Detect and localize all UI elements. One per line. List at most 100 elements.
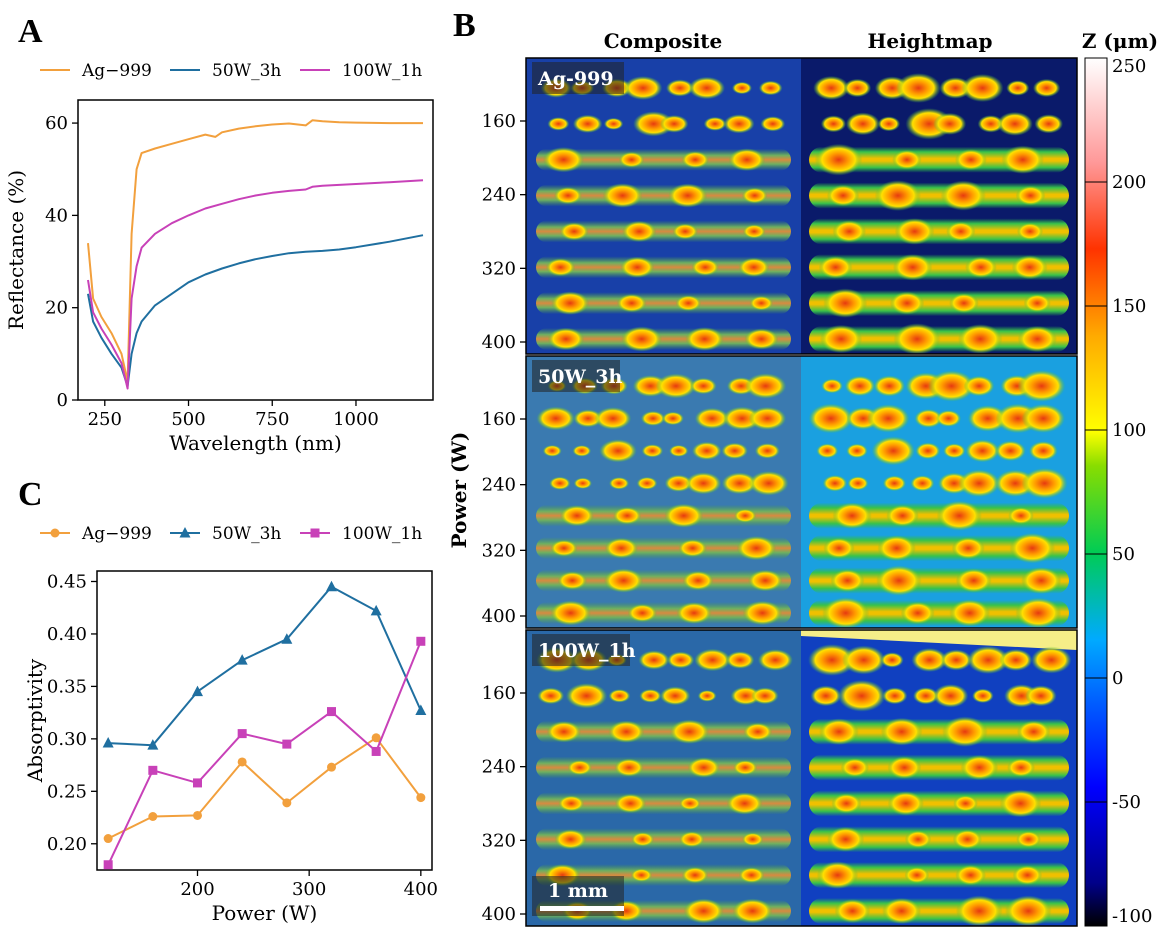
melt-bead — [694, 648, 731, 672]
melt-bead — [608, 720, 645, 743]
melt-bead — [936, 500, 982, 531]
melt-bead — [734, 508, 757, 523]
melt-bead — [542, 444, 562, 457]
melt-bead — [816, 443, 839, 459]
melt-bead — [955, 864, 987, 886]
melt-bead — [943, 443, 966, 459]
melt-bead — [748, 470, 789, 496]
melt-bead — [904, 830, 932, 849]
track-composite — [536, 602, 791, 624]
melt-bead — [953, 795, 978, 812]
melt-bead — [679, 831, 705, 848]
melt-bead — [620, 256, 655, 278]
melt-bead — [882, 687, 908, 705]
colorbar — [1084, 57, 1108, 927]
melt-bead — [638, 650, 670, 670]
subpanel-badge: 50W_3h — [538, 366, 622, 388]
panel-a-reflectance-chart: 250 500 750 1000 0 20 40 60 Wavelength (nm) Refle… — [4, 61, 434, 455]
melt-bead — [940, 180, 986, 211]
melt-bead — [621, 326, 663, 352]
melt-bead — [1001, 145, 1045, 174]
data-point — [370, 604, 382, 616]
colorbar-tick-label: 150 — [1112, 296, 1146, 317]
melt-bead — [960, 755, 999, 781]
y-tick-label: 400 — [482, 606, 516, 627]
melt-bead — [666, 79, 694, 97]
legend-label: 100W_1h — [342, 61, 422, 81]
melt-bead — [613, 507, 642, 525]
melt-bead — [725, 651, 755, 669]
subpanel: 50W_3h 160 240 320 400 — [482, 355, 1078, 629]
melt-bead — [550, 600, 592, 626]
melt-bead — [536, 406, 576, 431]
melt-bead — [666, 651, 695, 669]
legend-label: Ag−999 — [81, 61, 152, 81]
melt-bead — [913, 687, 939, 705]
melt-bead — [668, 183, 708, 208]
melt-bead — [703, 116, 727, 131]
data-point — [179, 527, 191, 538]
melt-bead — [958, 469, 1000, 498]
melt-bead — [623, 76, 663, 100]
melt-bead — [813, 75, 850, 101]
melt-bead — [843, 78, 872, 98]
melt-bead — [821, 378, 843, 394]
melt-bead — [685, 472, 722, 495]
subpanel-frame — [525, 355, 1078, 629]
melt-bead — [996, 111, 1033, 136]
melt-bead — [1028, 441, 1058, 461]
melt-bead — [889, 291, 925, 315]
melt-bead — [972, 688, 994, 704]
melt-bead — [636, 476, 658, 490]
melt-bead — [826, 184, 860, 207]
melt-bead — [846, 443, 868, 459]
legend-label: 50W_3h — [212, 524, 281, 544]
y-tick-label: 320 — [482, 258, 516, 279]
y-tick-label: 40 — [45, 205, 68, 226]
melt-bead — [1023, 294, 1051, 313]
melt-bead — [827, 826, 865, 852]
melt-bead — [1015, 597, 1062, 629]
data-point — [416, 636, 426, 646]
track-composite — [536, 148, 791, 171]
subpanel-frame — [525, 629, 1078, 927]
melt-bead — [933, 112, 967, 135]
data-point — [371, 746, 381, 756]
melt-bead — [823, 537, 855, 559]
colorbar-tick-label: 0 — [1112, 668, 1123, 689]
melt-bead — [599, 439, 637, 463]
track-heightmap — [809, 182, 1069, 209]
melt-bead — [965, 439, 1000, 463]
y-tick-label: 240 — [482, 475, 516, 496]
melt-bead — [876, 565, 922, 596]
y-tick-label: 160 — [482, 683, 516, 704]
track-heightmap — [809, 535, 1069, 562]
data-point — [237, 757, 247, 767]
melt-bead — [757, 649, 793, 671]
melt-bead — [542, 147, 585, 173]
legend-label: Ag−999 — [81, 524, 152, 544]
melt-bead — [676, 602, 712, 624]
melt-bead — [999, 789, 1042, 818]
melt-bead — [880, 652, 904, 668]
melt-bead — [977, 115, 1004, 133]
track-composite — [536, 328, 791, 350]
melt-bead — [886, 504, 919, 527]
track-composite — [536, 292, 791, 315]
melt-bead — [1008, 507, 1034, 525]
melt-bead — [880, 717, 923, 746]
melt-bead — [871, 436, 916, 466]
melt-bead — [834, 899, 871, 923]
data-point — [147, 739, 159, 750]
y-tick-label: 320 — [482, 540, 516, 561]
melt-bead — [1016, 831, 1041, 848]
melt-bead — [604, 537, 638, 559]
melt-bead — [743, 722, 773, 741]
series-line — [87, 179, 424, 390]
melt-bead — [935, 410, 962, 427]
melt-bead — [738, 867, 765, 884]
melt-bead — [688, 76, 726, 100]
melt-bead — [685, 327, 724, 351]
panel-label-a: A — [18, 13, 43, 50]
melt-bead — [1009, 532, 1056, 564]
